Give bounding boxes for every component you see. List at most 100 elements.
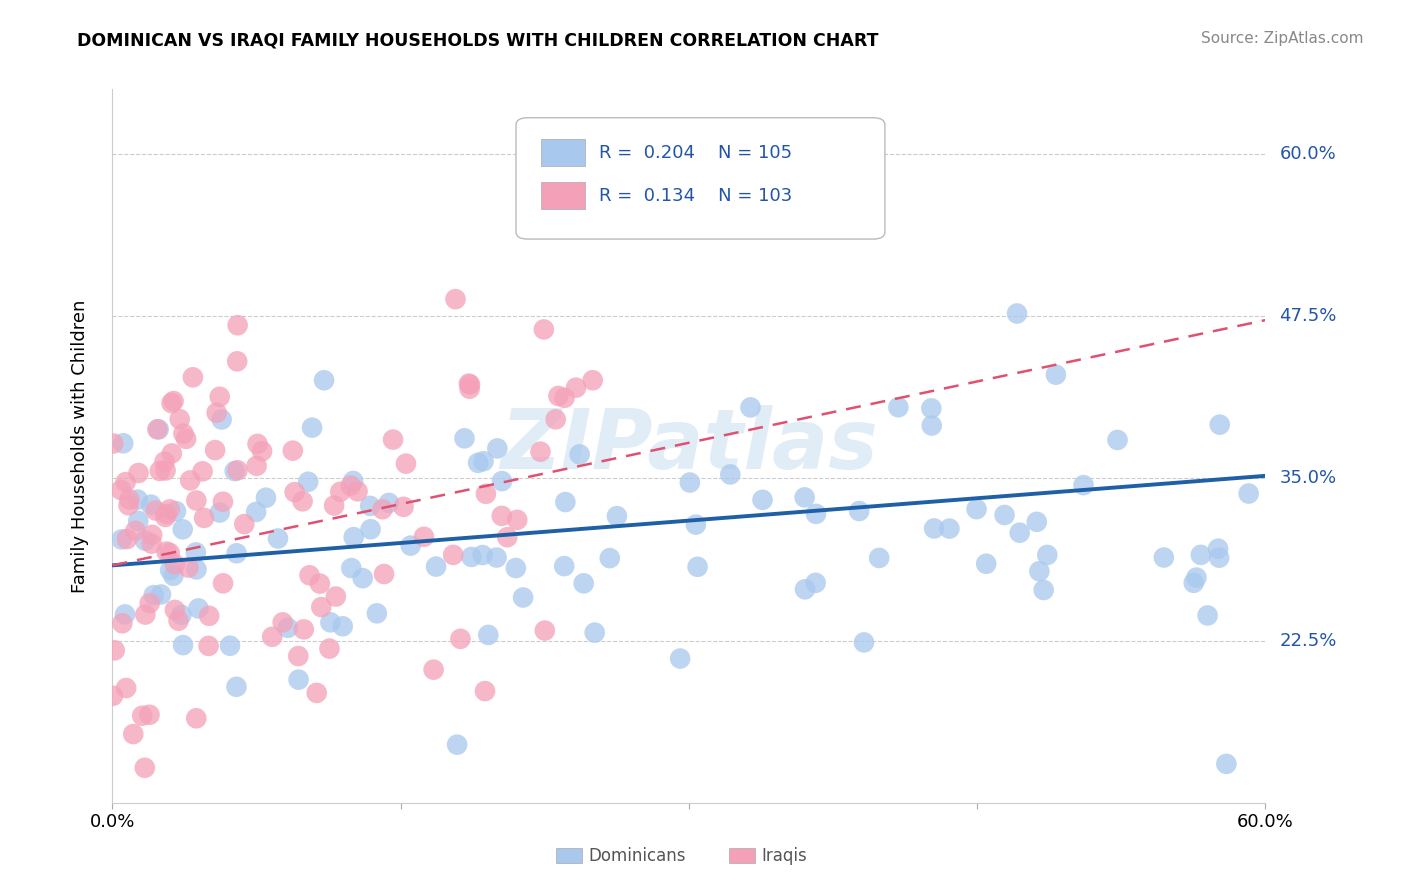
Point — [921, 418, 943, 433]
Point — [160, 396, 183, 410]
Text: 60.0%: 60.0% — [1279, 145, 1336, 163]
Point — [233, 517, 256, 532]
Point — [485, 550, 508, 565]
Point — [179, 474, 201, 488]
Point — [449, 632, 471, 646]
Point — [177, 560, 200, 574]
Point — [246, 458, 269, 473]
Point — [291, 494, 314, 508]
Point — [920, 401, 942, 416]
Point — [686, 559, 709, 574]
Point — [224, 464, 246, 478]
Point — [533, 322, 555, 336]
Point — [212, 494, 235, 508]
Point — [186, 493, 208, 508]
Point — [1209, 417, 1232, 432]
Point — [114, 607, 136, 622]
Point — [198, 608, 221, 623]
Point — [544, 412, 567, 426]
Point — [346, 484, 368, 499]
Point — [110, 533, 132, 547]
Point — [422, 663, 444, 677]
Bar — [557, 847, 582, 863]
Point — [679, 475, 702, 490]
Point — [446, 738, 468, 752]
Point — [226, 318, 249, 333]
Point — [1005, 306, 1028, 320]
Point — [360, 522, 382, 536]
Point — [169, 412, 191, 426]
Point — [1208, 550, 1230, 565]
Point — [1206, 541, 1229, 556]
Point — [685, 517, 707, 532]
Point — [309, 576, 332, 591]
Point — [444, 292, 467, 306]
Point — [606, 509, 628, 524]
Point — [529, 444, 551, 458]
Point — [138, 596, 160, 610]
Point — [395, 457, 418, 471]
Point — [134, 533, 156, 548]
Point — [142, 588, 165, 602]
Point — [117, 498, 139, 512]
Point — [486, 442, 509, 456]
Point — [1073, 478, 1095, 492]
Point — [366, 607, 388, 621]
FancyBboxPatch shape — [516, 118, 884, 239]
Point — [993, 508, 1015, 522]
Point — [155, 463, 177, 477]
Point — [1197, 608, 1219, 623]
Point — [174, 432, 197, 446]
Point — [128, 466, 150, 480]
Point — [1182, 575, 1205, 590]
Point — [378, 496, 401, 510]
Point — [172, 522, 194, 536]
Point — [325, 590, 347, 604]
Bar — [541, 182, 585, 209]
Point — [211, 412, 233, 426]
Point — [131, 708, 153, 723]
Y-axis label: Family Households with Children: Family Households with Children — [70, 300, 89, 592]
Point — [267, 532, 290, 546]
Point — [794, 582, 817, 597]
Point — [284, 485, 307, 500]
Point — [104, 643, 127, 657]
Point — [184, 545, 207, 559]
Point — [491, 474, 513, 488]
Point — [1036, 548, 1059, 562]
Point — [204, 443, 226, 458]
Point — [208, 506, 231, 520]
Point — [287, 648, 309, 663]
Point — [491, 508, 513, 523]
Point — [127, 492, 149, 507]
Point — [343, 530, 366, 544]
Point — [554, 391, 576, 405]
Point — [111, 616, 134, 631]
Point — [208, 390, 231, 404]
Point — [163, 603, 186, 617]
Point — [413, 530, 436, 544]
Point — [533, 624, 555, 638]
Point — [297, 475, 319, 489]
Point — [301, 420, 323, 434]
Point — [323, 499, 346, 513]
Point — [153, 455, 176, 469]
Point — [852, 635, 875, 649]
Point — [122, 727, 145, 741]
Point — [197, 639, 219, 653]
Point — [669, 651, 692, 665]
Point — [134, 607, 156, 622]
Point — [191, 464, 214, 478]
Bar — [730, 847, 755, 863]
Point — [740, 401, 762, 415]
Point — [245, 505, 267, 519]
Point — [340, 561, 363, 575]
Bar — [541, 139, 585, 166]
Point — [1185, 571, 1208, 585]
Point — [718, 467, 741, 482]
Point — [382, 433, 405, 447]
Point — [453, 431, 475, 445]
Text: R =  0.134    N = 103: R = 0.134 N = 103 — [599, 186, 792, 204]
Point — [115, 681, 138, 695]
Point — [474, 684, 496, 698]
